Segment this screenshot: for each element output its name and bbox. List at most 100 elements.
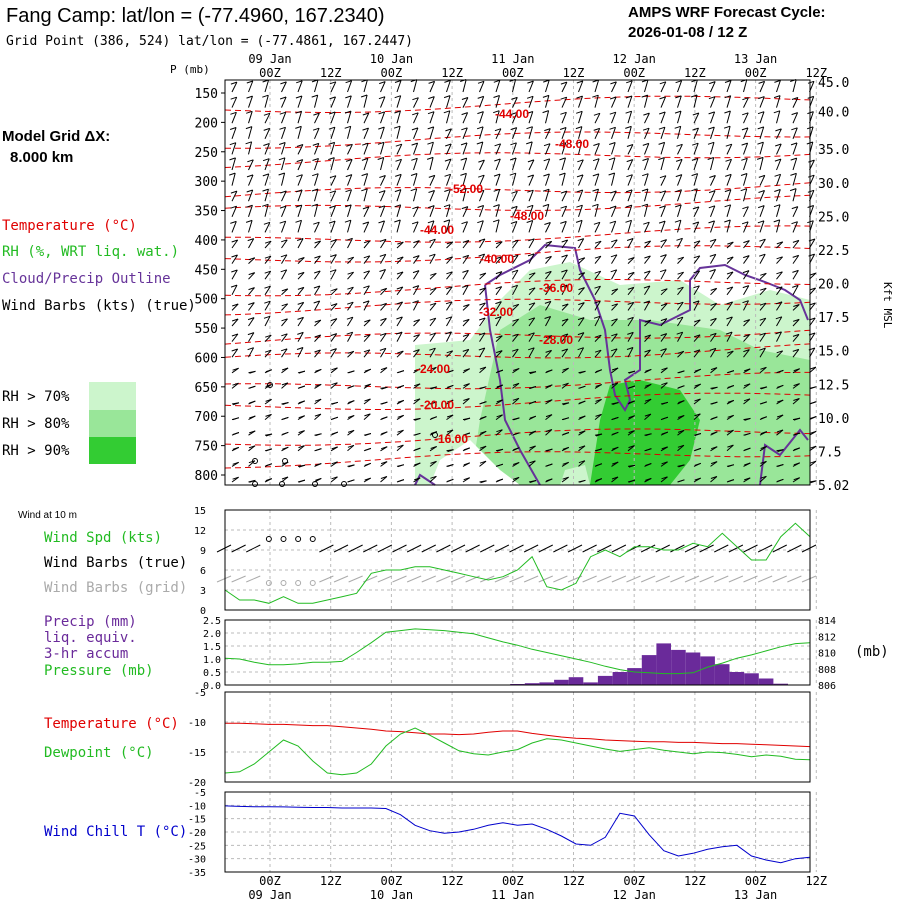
wind-barb-flag	[281, 382, 289, 386]
wind-barb-flag	[529, 445, 536, 449]
wind-barb-flag	[576, 204, 583, 208]
wind-barb	[297, 272, 305, 280]
wind-barb-flag	[692, 112, 699, 116]
wind-barb-flag	[246, 95, 253, 99]
wind-barb	[677, 126, 682, 139]
wind-barb	[594, 188, 599, 202]
wind-barb-flag	[743, 349, 750, 353]
wind-barb-flag	[577, 238, 584, 242]
wind-barb-flag	[609, 220, 616, 224]
wind-barb-flag	[281, 303, 288, 307]
wind-barb-flag	[611, 333, 618, 337]
wind-barb	[264, 113, 271, 124]
wind-barb-flag	[328, 141, 335, 145]
wind-barb	[363, 285, 370, 296]
bottom-hour-label: 12Z	[684, 874, 706, 888]
wind-barb	[545, 143, 551, 155]
wind-barb	[545, 204, 550, 217]
wind-barb	[429, 238, 436, 249]
temperature-label: -44.00	[495, 107, 529, 121]
legend-rh80: RH > 80%	[2, 416, 70, 432]
wind-barb-flag	[594, 270, 601, 274]
wind-barb-grid	[801, 575, 817, 583]
wind-barb	[611, 190, 617, 202]
wind-barb-flag	[298, 464, 306, 468]
wind-barb	[264, 222, 271, 233]
wind-barb-flag	[724, 189, 732, 193]
wind-barb-flag	[364, 368, 371, 372]
wind-barb-flag	[513, 432, 520, 436]
wind-barb-flag	[793, 447, 800, 451]
wind-barb	[726, 271, 734, 280]
precip-bars	[495, 643, 788, 685]
wind-barb-flag	[265, 413, 272, 417]
wind-barb-flag	[659, 269, 667, 273]
wind-barb	[726, 286, 734, 296]
wind-barb-flag	[561, 348, 568, 352]
wind-barb-flag	[743, 240, 750, 244]
wind-barb-10m	[494, 544, 510, 553]
wind-barb-flag	[232, 476, 239, 480]
wind-barb	[429, 253, 436, 264]
wind-barb	[396, 80, 402, 93]
wind-barb-flag	[661, 476, 668, 480]
wind-barb-flag	[741, 142, 748, 146]
wind-barb-flag	[510, 221, 518, 224]
wind-barb-flag	[345, 80, 352, 84]
wind-barb	[726, 80, 732, 93]
wind-barb	[248, 302, 255, 311]
temperature-contour	[224, 298, 811, 316]
wind-barb	[330, 348, 337, 358]
wind-barb	[594, 113, 601, 124]
wind-barb-flag	[414, 432, 421, 436]
wind-barb	[248, 141, 253, 155]
wind-barb-flag	[297, 316, 304, 320]
wind-barb-10m	[772, 544, 787, 553]
wind-barb-flag	[232, 367, 239, 371]
wind-barb-flag	[348, 415, 355, 418]
wind-barb	[314, 349, 321, 358]
wind-barb	[413, 97, 419, 108]
wind-barb	[264, 158, 270, 171]
wind-barb	[627, 80, 633, 93]
wind-barb-flag	[809, 445, 817, 449]
wind-barb	[363, 221, 370, 233]
wind-barb-flag	[661, 401, 669, 405]
wind-barb-flag	[347, 271, 354, 275]
wind-barb-flag	[791, 127, 798, 131]
wind-barb-flag	[476, 126, 484, 130]
wind-barb-flag	[412, 285, 419, 289]
wind-barb	[429, 81, 436, 93]
precip-ticks: 2.52.01.51.00.50.0	[203, 616, 221, 692]
wind-barb-10m	[436, 544, 451, 553]
wind-barb-flag	[315, 463, 322, 466]
wind-barb-flag	[246, 174, 254, 178]
wind-barb-flag	[478, 332, 486, 336]
wind-barb-flag	[628, 464, 636, 468]
wind-barb-flag	[775, 301, 783, 305]
wind-barb-flag	[676, 316, 684, 320]
wind-barb-flag	[230, 220, 237, 224]
wind-barb-flag	[330, 318, 338, 322]
wind-barb-flag	[690, 94, 698, 98]
wind-barb	[512, 112, 518, 124]
wind-barb-flag	[595, 413, 602, 417]
wind-barb-flag	[246, 204, 253, 208]
wind-barb	[330, 190, 337, 202]
wind-barb-flag	[760, 366, 767, 370]
wind-barb-flag	[628, 479, 636, 483]
wind-barb	[759, 190, 765, 202]
wind-barb-flag	[262, 188, 269, 192]
wind-barb	[776, 271, 783, 280]
wind-barb	[726, 159, 732, 171]
wind-barb-10m	[655, 544, 670, 553]
wind-barb-flag	[412, 300, 419, 304]
wind-barb-flag	[793, 477, 800, 481]
wind-barb	[594, 222, 601, 233]
wind-barb-flag	[726, 271, 734, 275]
wind-barb-10m	[392, 544, 407, 553]
wind-barb-flag	[710, 367, 718, 371]
wind-barb-flag	[694, 462, 701, 466]
wind-barb	[759, 475, 767, 483]
